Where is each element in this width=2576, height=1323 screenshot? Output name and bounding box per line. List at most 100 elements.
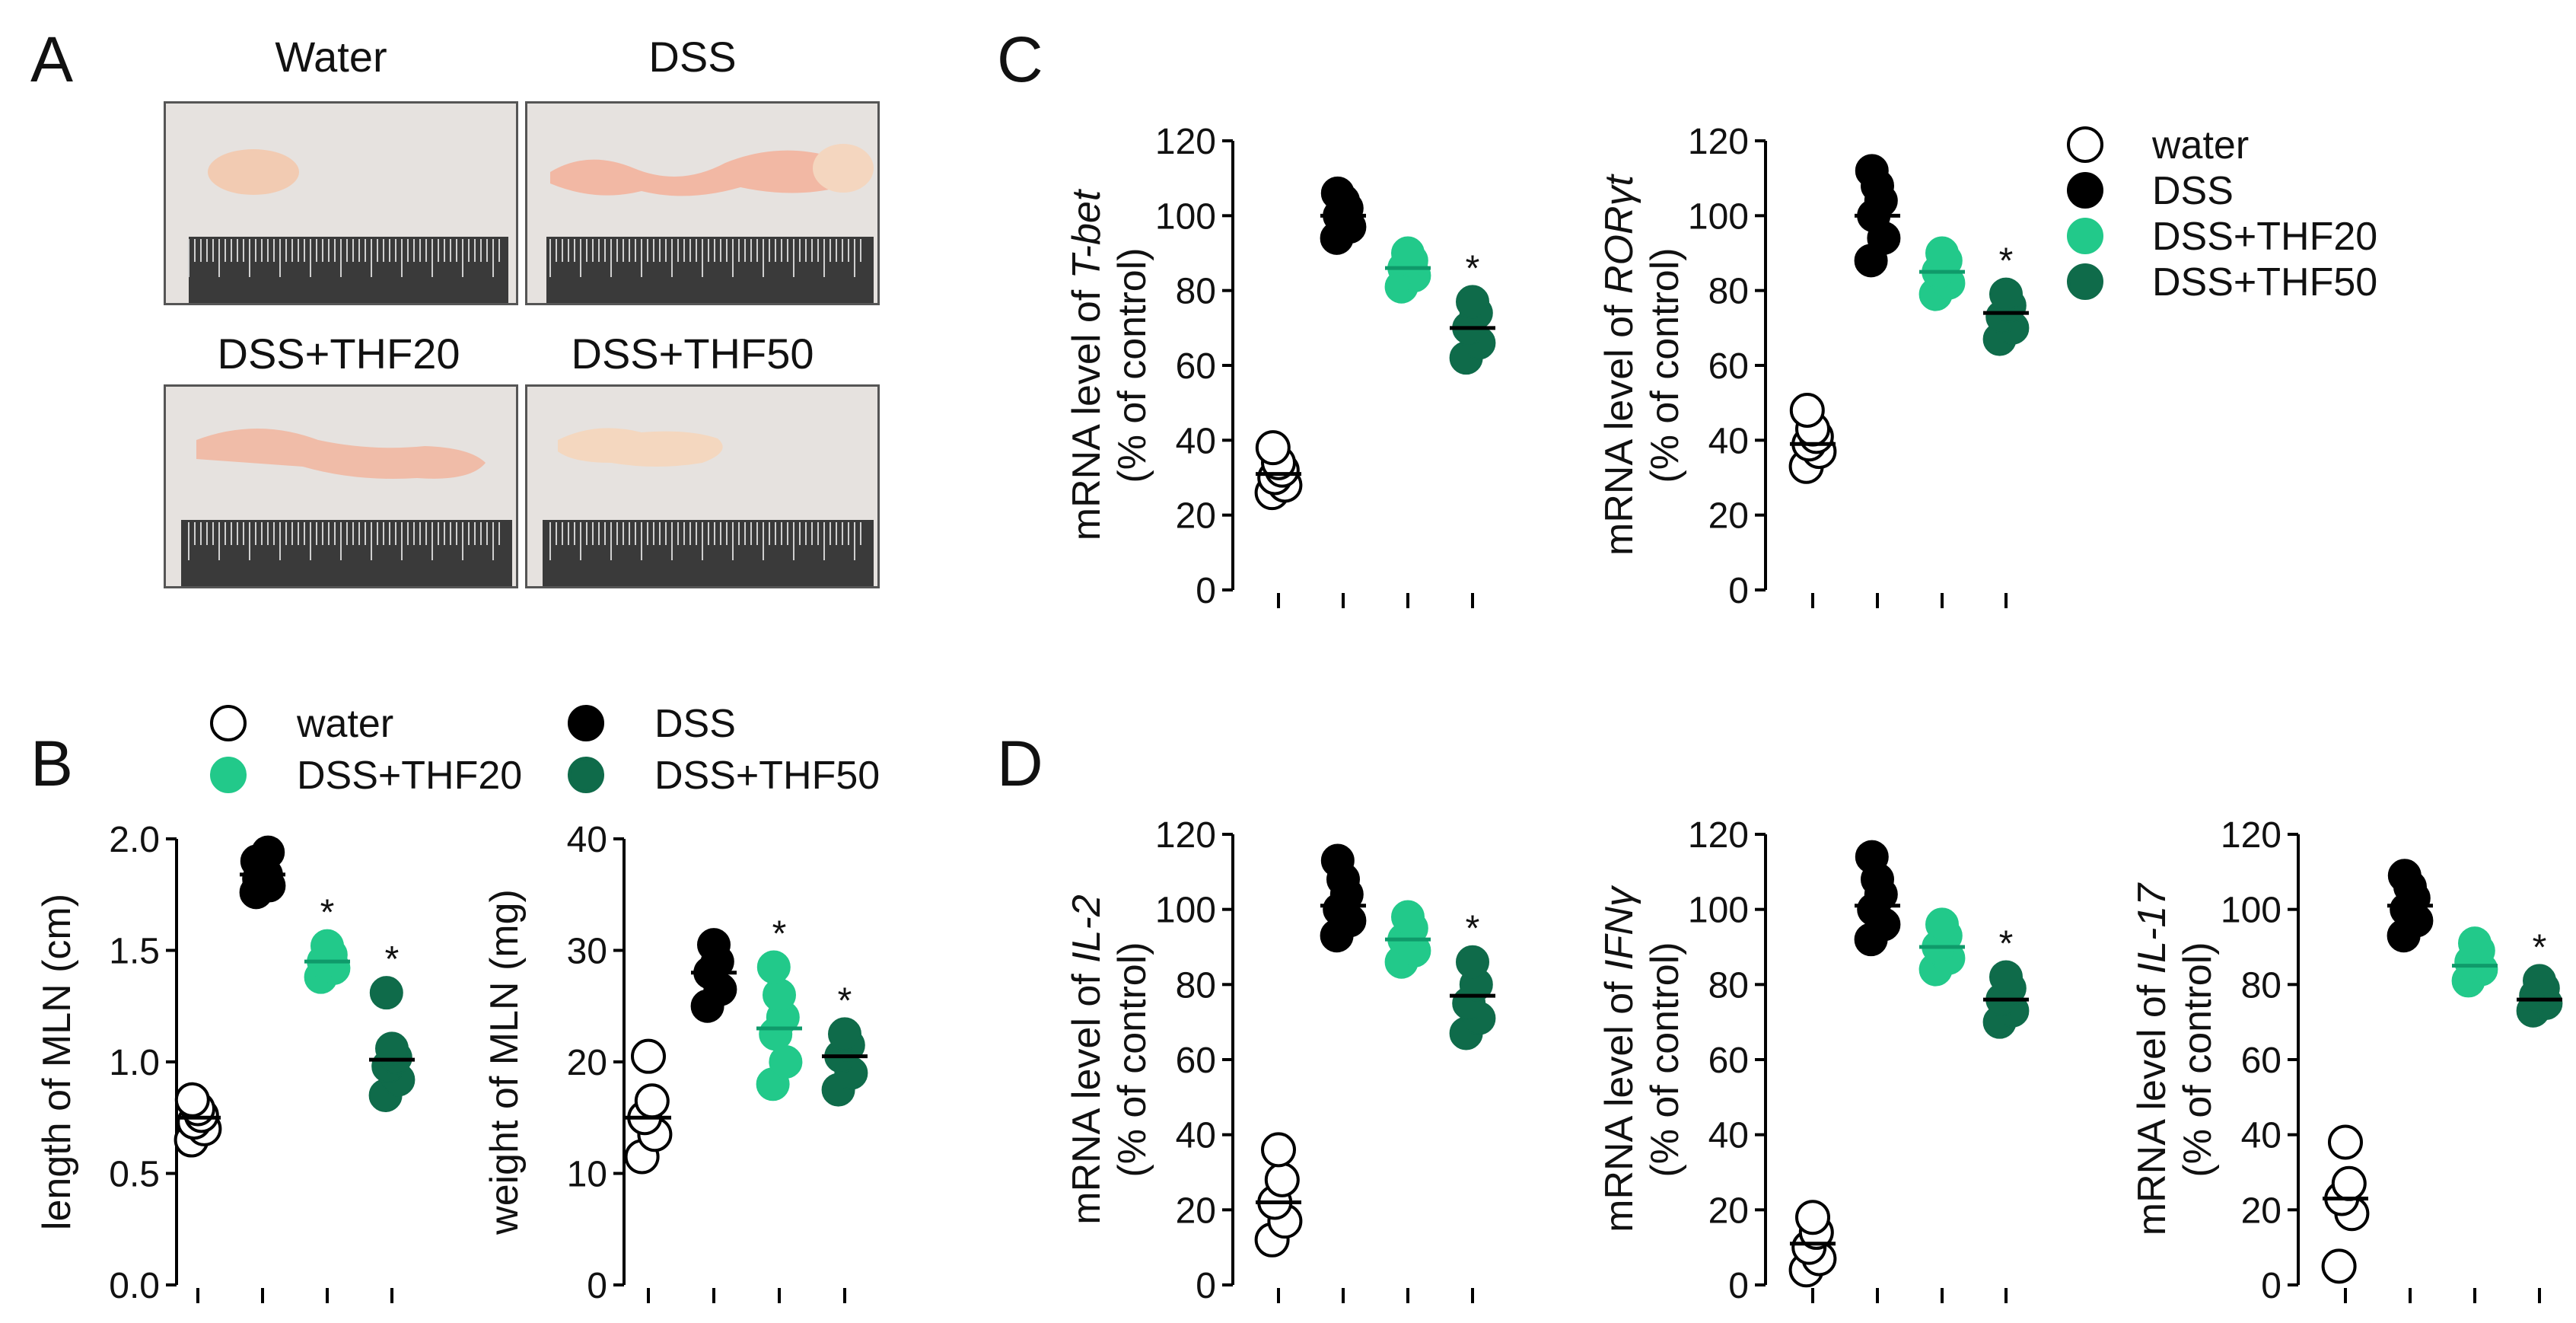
y-tick-label: 0 xyxy=(1728,1266,1749,1306)
y-tick-label: 60 xyxy=(1708,1041,1749,1081)
panel-letter-d: D xyxy=(997,728,1043,799)
y-tick-label: 60 xyxy=(2241,1041,2281,1081)
photo-label-thf50: DSS+THF50 xyxy=(571,330,814,378)
ruler-tick-marks xyxy=(549,239,861,277)
y-axis-label-part: T-bet xyxy=(1065,188,1109,279)
data-point-thf20 xyxy=(2458,926,2492,961)
y-tick-label: 40 xyxy=(1708,421,1749,461)
data-point-water xyxy=(1789,393,1825,428)
data-point-dss xyxy=(1855,840,1889,874)
data-point-thf20 xyxy=(1391,900,1425,934)
y-axis-label: mRNA level of IL-17 xyxy=(2130,882,2174,1235)
y-tick-label: 1.0 xyxy=(109,1043,160,1083)
y-tick-label: 1.5 xyxy=(109,932,160,972)
photo-dss xyxy=(525,101,880,305)
y-tick-label: 100 xyxy=(1155,196,1216,237)
data-point-water xyxy=(1255,430,1291,466)
data-point-thf50 xyxy=(1989,277,2023,311)
y-tick-label: 40 xyxy=(1176,1116,1216,1156)
y-tick-label: 0.0 xyxy=(109,1266,160,1306)
legend-label-thf50: DSS+THF50 xyxy=(654,754,880,798)
ruler-tick-marks xyxy=(188,239,500,277)
legend-b: water DSS DSS+THF20 DSS+THF50 xyxy=(210,702,880,798)
legend-label-dss: DSS xyxy=(654,702,736,746)
data-point-thf50 xyxy=(375,1031,409,1066)
y-axis-label-part: (% of control) xyxy=(1643,247,1687,483)
y-axis-label: mRNA level of IL-2 xyxy=(1065,894,1109,1225)
y-tick-label: 0 xyxy=(1728,571,1749,611)
data-point-dss xyxy=(1320,843,1355,878)
data-point-thf50 xyxy=(1989,960,2023,994)
legend-marker-water xyxy=(2067,126,2103,163)
data-point-thf20 xyxy=(763,978,796,1012)
data-point-thf20 xyxy=(310,929,344,963)
panel-letter-c: C xyxy=(997,24,1043,95)
legend-label-thf50: DSS+THF50 xyxy=(2152,260,2377,304)
legend-label-thf20: DSS+THF20 xyxy=(297,754,522,798)
y-axis-label-part: mRNA level of xyxy=(1597,971,1641,1232)
y-tick-label: 40 xyxy=(567,820,607,860)
colon-photo-thf20 xyxy=(166,387,516,586)
legend-marker-thf20 xyxy=(210,757,247,793)
data-point-thf50 xyxy=(828,1017,861,1051)
photo-label-thf20: DSS+THF20 xyxy=(217,330,460,378)
y-axis-label-part: IFNγ xyxy=(1597,885,1641,971)
data-point-thf50 xyxy=(1456,945,1489,979)
colon-photo-dss xyxy=(527,104,877,303)
significance-star: * xyxy=(2533,927,2547,968)
y-axis-label-part: IL-17 xyxy=(2130,882,2174,974)
significance-star: * xyxy=(772,913,787,954)
y-axis-label-part: weight of MLN (mg) xyxy=(482,889,527,1235)
ruler-tick-marks xyxy=(549,522,861,560)
photo-thf50 xyxy=(525,384,880,588)
y-tick-label: 20 xyxy=(1708,496,1749,537)
y-tick-label: 10 xyxy=(567,1155,607,1195)
y-tick-label: 80 xyxy=(2241,965,2281,1006)
photo-water xyxy=(164,101,518,305)
data-point-water xyxy=(1261,1132,1296,1168)
significance-star: * xyxy=(1466,909,1480,949)
data-point-thf50 xyxy=(369,976,403,1010)
y-tick-label: 20 xyxy=(1176,1191,1216,1231)
y-axis-label: mRNA level of T-bet xyxy=(1065,188,1109,540)
y-axis-label: (% of control) xyxy=(1110,247,1154,483)
data-point-water xyxy=(2331,1165,2367,1201)
y-axis-label-part: mRNA level of xyxy=(1065,963,1109,1225)
panel-letter-a: A xyxy=(30,24,74,95)
data-point-thf20 xyxy=(756,950,791,984)
chart-c_rorgt: 0 20 40 60 80 100 120 mRNA level of RORγt(% of … xyxy=(1597,122,2030,611)
data-point-water xyxy=(631,1038,666,1074)
legend-marker-water xyxy=(210,705,247,741)
data-point-water xyxy=(634,1083,670,1119)
y-axis-label: (% of control) xyxy=(1643,942,1687,1177)
y-tick-label: 60 xyxy=(1176,1041,1216,1081)
y-tick-label: 20 xyxy=(1708,1191,1749,1231)
legend-marker-thf50 xyxy=(2067,263,2103,300)
y-tick-label: 40 xyxy=(1708,1116,1749,1156)
y-tick-label: 100 xyxy=(1688,891,1749,931)
y-axis-label-part: length of MLN (cm) xyxy=(35,894,79,1230)
colon-photo-thf50 xyxy=(527,387,877,586)
y-axis-label-part: (% of control) xyxy=(2176,942,2220,1177)
chart-d_il2: 0 20 40 60 80 100 120 mRNA level of IL-2(% of c… xyxy=(1065,815,1496,1306)
data-point-water xyxy=(2328,1124,2363,1160)
y-axis-label-part: mRNA level of xyxy=(2130,974,2174,1235)
legend-marker-thf20 xyxy=(2067,218,2103,254)
photo-label-water: Water xyxy=(275,33,387,81)
y-axis-label: (% of control) xyxy=(1110,942,1154,1177)
chart-b_length: 0.0 0.5 1.0 1.5 2.0 length of MLN (cm) * * xyxy=(35,820,416,1306)
y-axis-label: (% of control) xyxy=(1643,247,1687,483)
y-axis-label: length of MLN (cm) xyxy=(35,894,79,1230)
y-axis-label-part: RORγt xyxy=(1597,174,1641,295)
y-axis-label-part: (% of control) xyxy=(1110,942,1154,1177)
data-point-dss xyxy=(251,835,285,869)
y-axis-label: mRNA level of RORγt xyxy=(1597,174,1641,556)
significance-star: * xyxy=(838,980,852,1021)
data-point-water xyxy=(1264,1162,1300,1197)
ruler-icon xyxy=(189,237,508,303)
photo-label-dss: DSS xyxy=(648,33,737,81)
legend-marker-thf50 xyxy=(568,757,604,793)
y-axis-label-part: mRNA level of xyxy=(1597,294,1641,556)
y-axis-label-part: IL-2 xyxy=(1065,894,1109,963)
